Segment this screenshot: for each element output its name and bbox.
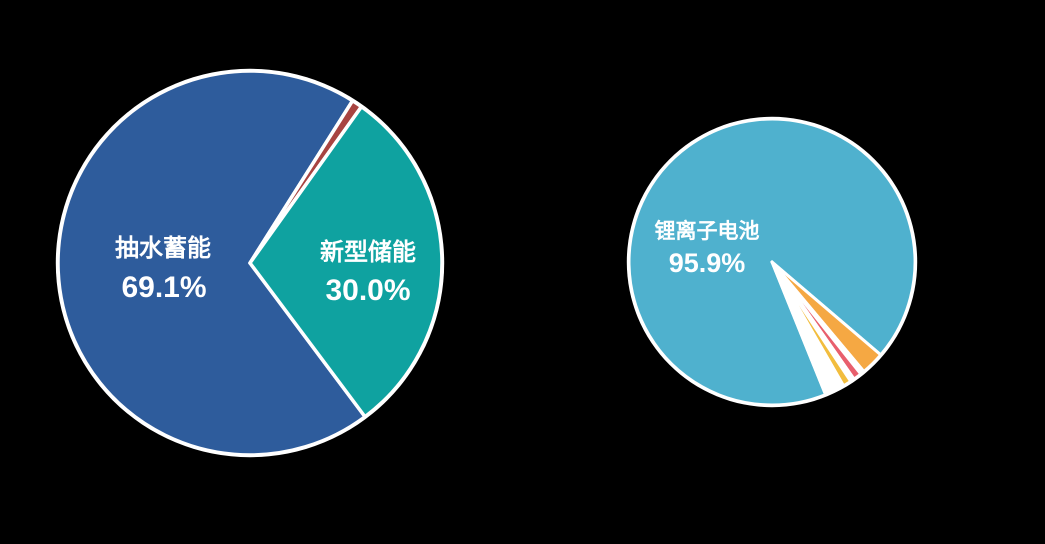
power-storage-installed-structure-pie: 抽水蓄能 69.1% 新型储能 30.0% bbox=[55, 68, 445, 458]
pie-data-label: 锂离子电池 bbox=[655, 219, 760, 243]
pie-data-label: 30.0% bbox=[325, 274, 410, 307]
pie-slice-new-type-storage bbox=[248, 104, 444, 419]
pie-slice-unlabeled-white-wedge bbox=[770, 260, 845, 397]
pie-data-label: 新型储能 bbox=[320, 238, 416, 266]
pie-data-label: 69.1% bbox=[121, 271, 206, 304]
pie-data-label: 95.9% bbox=[669, 248, 746, 278]
pie-data-label: 抽水蓄能 bbox=[115, 234, 211, 262]
pie-slice-pumped-storage bbox=[56, 69, 367, 457]
new-type-storage-technology-structure-pie: 锂离子电池 95.9% bbox=[626, 116, 918, 408]
